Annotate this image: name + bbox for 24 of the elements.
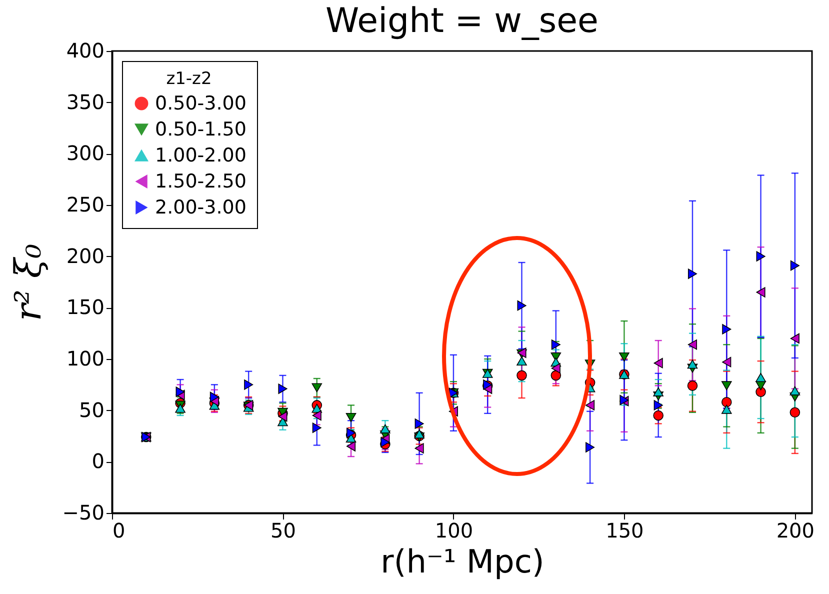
y-tick-label: 100 (66, 346, 104, 370)
legend-label: 0.50-1.50 (155, 118, 246, 140)
x-tick-label: 150 (606, 518, 644, 542)
y-tick-label: 300 (66, 141, 104, 166)
y-tick-label: 400 (66, 38, 104, 62)
chart-title: Weight = w_see (326, 1, 598, 41)
x-tick-label: 100 (434, 518, 474, 542)
x-tick-label: 50 (270, 518, 296, 542)
y-tick-label: 200 (66, 244, 104, 268)
legend-title: z1-z2 (166, 69, 212, 89)
legend-label: 1.00-2.00 (155, 144, 246, 166)
y-tick-label: 250 (66, 192, 104, 216)
legend-label: 0.50-3.00 (155, 92, 246, 114)
y-tick-label: 350 (66, 90, 104, 114)
y-axis-title: r² ξ₀ (8, 244, 50, 322)
y-tick-label: −50 (62, 500, 104, 524)
y-tick-label: 150 (66, 295, 104, 320)
x-tick-label: 200 (776, 518, 815, 542)
y-tick-label: 0 (92, 449, 104, 474)
x-axis-title: r(h⁻¹ Mpc) (380, 542, 544, 580)
legend-label: 1.50-2.50 (155, 170, 246, 192)
x-tick-label: 0 (112, 518, 126, 542)
y-tick-label: 50 (79, 398, 104, 422)
legend-label: 2.00-3.00 (155, 196, 246, 218)
